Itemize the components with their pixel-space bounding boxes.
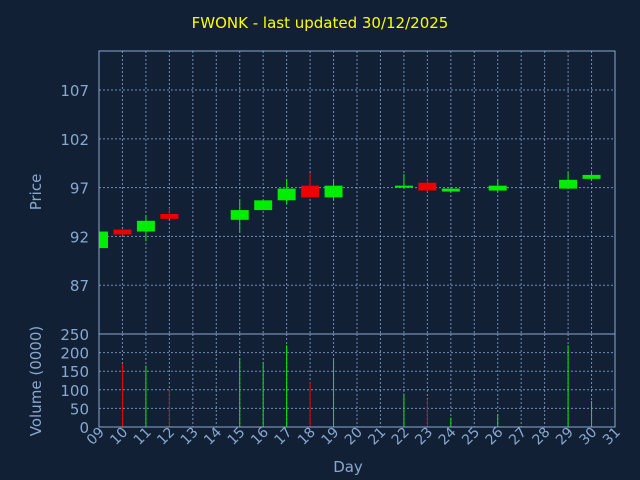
x-tick-label: 29 bbox=[553, 425, 577, 449]
candle-body bbox=[301, 185, 320, 198]
volume-tick-label: 250 bbox=[60, 326, 89, 344]
price-tick-label: 102 bbox=[60, 131, 89, 149]
x-tick-label: 27 bbox=[506, 425, 530, 449]
x-tick-label: 30 bbox=[576, 425, 600, 449]
x-tick-label: 17 bbox=[272, 425, 296, 449]
price-tick-label: 92 bbox=[70, 228, 89, 246]
candle-body bbox=[582, 174, 601, 179]
x-tick-label: 18 bbox=[295, 425, 319, 449]
volume-grid bbox=[99, 334, 615, 427]
volume-tick-label: 0 bbox=[79, 419, 89, 437]
candle-body bbox=[324, 185, 343, 198]
candle-body bbox=[136, 220, 155, 232]
x-tick-label: 24 bbox=[436, 424, 460, 448]
volume-panel-frame bbox=[98, 333, 616, 428]
x-tick-label: 19 bbox=[318, 425, 342, 449]
tick-labels: 09 10 11 12 13 14 15 16 17 18 19 20 21 22 23 24 25 26 27 28… bbox=[60, 82, 623, 448]
x-tick-label: 22 bbox=[389, 425, 413, 449]
volume-tick-label: 200 bbox=[60, 345, 89, 363]
candle-body bbox=[160, 213, 179, 219]
candle-body bbox=[559, 179, 578, 189]
x-tick-label: 31 bbox=[600, 425, 624, 449]
x-tick-label: 13 bbox=[178, 425, 202, 449]
candles-layer bbox=[98, 172, 601, 249]
x-tick-label: 25 bbox=[459, 425, 483, 449]
candle-body bbox=[441, 188, 460, 192]
x-tick-label: 20 bbox=[342, 425, 366, 449]
x-tick-label: 21 bbox=[365, 425, 389, 449]
candle-body bbox=[230, 210, 249, 220]
x-tick-label: 28 bbox=[530, 425, 554, 449]
volume-tick-label: 100 bbox=[60, 382, 89, 400]
price-tick-label: 87 bbox=[70, 277, 89, 295]
x-tick-label: 14 bbox=[201, 424, 225, 448]
x-tick-label: 16 bbox=[248, 424, 272, 448]
candle-body bbox=[277, 188, 296, 201]
x-tick-label: 12 bbox=[154, 425, 178, 449]
candle-body bbox=[254, 200, 273, 211]
x-tick-label: 11 bbox=[131, 425, 155, 449]
x-tick-label: 10 bbox=[107, 425, 131, 449]
candle-body bbox=[113, 229, 132, 235]
x-tick-label: 15 bbox=[225, 425, 249, 449]
volume-tick-label: 150 bbox=[60, 363, 89, 381]
candle-body bbox=[99, 231, 108, 249]
candle-body bbox=[418, 182, 437, 191]
plot-frames bbox=[98, 50, 616, 428]
price-tick-label: 107 bbox=[60, 82, 89, 100]
x-tick-label: 23 bbox=[412, 425, 436, 449]
candle-body bbox=[394, 185, 413, 188]
price-tick-label: 97 bbox=[70, 180, 89, 198]
x-axis-label: Day bbox=[333, 458, 363, 476]
candle-body bbox=[488, 185, 507, 191]
volume-bars-layer bbox=[121, 345, 593, 427]
price-grid bbox=[99, 51, 615, 334]
chart-title: FWONK - last updated 30/12/2025 bbox=[191, 14, 449, 32]
x-tick-label: 26 bbox=[483, 424, 507, 448]
volume-tick-label: 50 bbox=[70, 400, 89, 418]
